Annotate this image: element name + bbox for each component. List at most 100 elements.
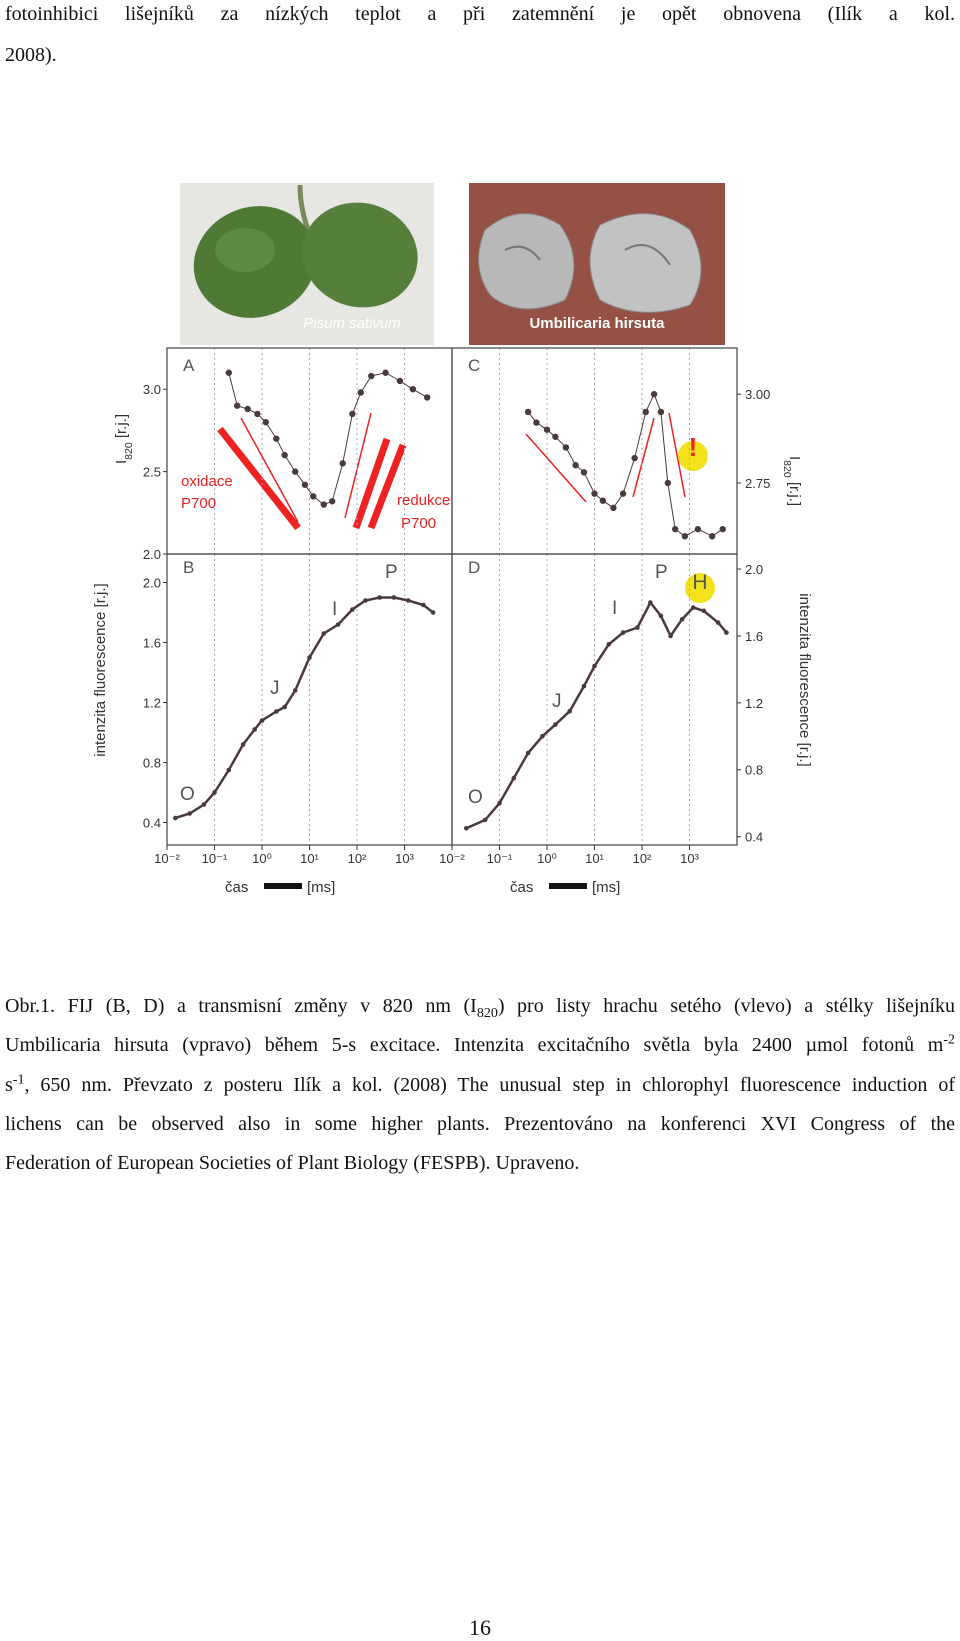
strike-blob (264, 883, 302, 889)
strike-blob (549, 883, 587, 889)
x-tick-label: 10³ (395, 851, 414, 866)
data-point (552, 433, 559, 440)
x-tick-label: 10¹ (300, 851, 319, 866)
data-point (368, 372, 375, 380)
data-point (363, 598, 368, 603)
data-point (173, 815, 178, 821)
data-point (681, 533, 689, 540)
caption-text: lichens can be observed also in some hig… (5, 1113, 955, 1135)
annotation: oxidace (181, 473, 233, 490)
annotation: P700 (181, 495, 216, 512)
data-point (252, 727, 257, 732)
data-point (543, 426, 551, 433)
annotation: P700 (401, 515, 436, 532)
data-point (339, 460, 346, 467)
caption-line: Federation of European Societies of Plan… (5, 1151, 955, 1175)
caption-text: Obr.1. FIJ (B, D) a transmisní změny v 8… (5, 995, 477, 1017)
y-axis-label-part: 820 (781, 460, 793, 478)
data-point (430, 610, 436, 615)
y-tick-label: 2.75 (745, 476, 770, 491)
data-point (244, 405, 251, 413)
data-point (240, 742, 246, 747)
x-tick-label: 10⁻² (154, 851, 180, 866)
x-axis-label: [ms] (307, 879, 335, 896)
annotation: J (270, 678, 280, 699)
data-point (497, 800, 502, 806)
data-point (396, 377, 404, 385)
y-axis-label-part: 820 (123, 442, 135, 460)
y-tick-label: 1.2 (143, 696, 161, 711)
y-tick-label: 2.0 (143, 576, 161, 591)
y-tick-label: 2.0 (143, 547, 161, 562)
annotation: I (612, 598, 617, 619)
annotation: I (332, 599, 337, 620)
photo-pisum (180, 183, 434, 345)
data-point (701, 608, 707, 614)
data-point (672, 525, 679, 533)
body-text-line: 2008). (5, 44, 57, 66)
data-point (212, 790, 217, 795)
caption-line: Umbilicaria hirsuta (vpravo) během 5-s e… (5, 1033, 955, 1057)
photo-umbilicaria (469, 183, 725, 345)
y-tick-label: 1.2 (745, 696, 763, 711)
data-point (292, 688, 298, 693)
x-tick-label: 10⁰ (252, 851, 272, 866)
red-arrows (217, 412, 686, 531)
x-tick-label: 10⁰ (537, 851, 557, 866)
y-axis-label: intenzita fluorescence [r.j.] (92, 583, 109, 756)
data-point (533, 419, 540, 426)
data-point (592, 663, 597, 669)
data-point (525, 750, 531, 756)
data-point (719, 525, 726, 533)
data-point (377, 595, 382, 600)
data-point (335, 622, 341, 627)
annotation: ! (689, 432, 698, 462)
data-point (642, 408, 649, 416)
annotation: P (655, 562, 668, 583)
panel-label: B (183, 558, 194, 577)
photo-label: Pisum sativum (303, 315, 401, 332)
data-point (226, 767, 232, 773)
data-point (591, 490, 598, 497)
panel-label: C (468, 356, 480, 375)
caption-text: s (5, 1074, 13, 1096)
y-tick-label: 0.4 (143, 816, 161, 831)
data-point (553, 722, 558, 727)
data-point (350, 607, 355, 612)
panel-label: A (183, 356, 195, 375)
y-tick-label: 1.6 (745, 629, 763, 644)
data-point (648, 600, 653, 605)
y-tick-label: 2.0 (745, 562, 763, 577)
x-tick-label: 10⁻¹ (202, 851, 228, 866)
photo-label: Umbilicaria hirsuta (529, 315, 665, 332)
y-tick-label: 2.5 (143, 465, 161, 480)
caption-text: -2 (943, 1032, 955, 1048)
data-point (409, 386, 417, 393)
panel-frame (451, 553, 738, 846)
data-point (391, 595, 397, 600)
data-point (690, 605, 696, 610)
y-axis-label-part: [r.j.] (113, 414, 130, 442)
data-point (281, 451, 288, 459)
y-axis-label-part: I (113, 460, 130, 464)
y-tick-label: 1.6 (143, 636, 161, 651)
data-point (405, 598, 411, 603)
y-axis-label-part: [r.j.] (786, 478, 803, 506)
caption-line: Obr.1. FIJ (B, D) a transmisní změny v 8… (5, 994, 955, 1021)
caption-line: lichens can be observed also in some hig… (5, 1112, 955, 1136)
data-point (724, 630, 729, 635)
caption-text: ) pro listy hrachu setého (vlevo) a stél… (497, 995, 955, 1017)
annotation: J (552, 691, 562, 712)
data-point (282, 704, 287, 710)
data-point (349, 410, 356, 418)
x-axis-label: [ms] (592, 879, 620, 896)
data-point (292, 468, 299, 475)
data-point (572, 462, 579, 469)
data-point (301, 481, 309, 488)
data-point (321, 631, 327, 636)
data-point (631, 454, 638, 462)
annotation: O (468, 787, 483, 808)
data-point (273, 709, 279, 714)
data-point (524, 408, 532, 416)
data-point (567, 708, 572, 714)
